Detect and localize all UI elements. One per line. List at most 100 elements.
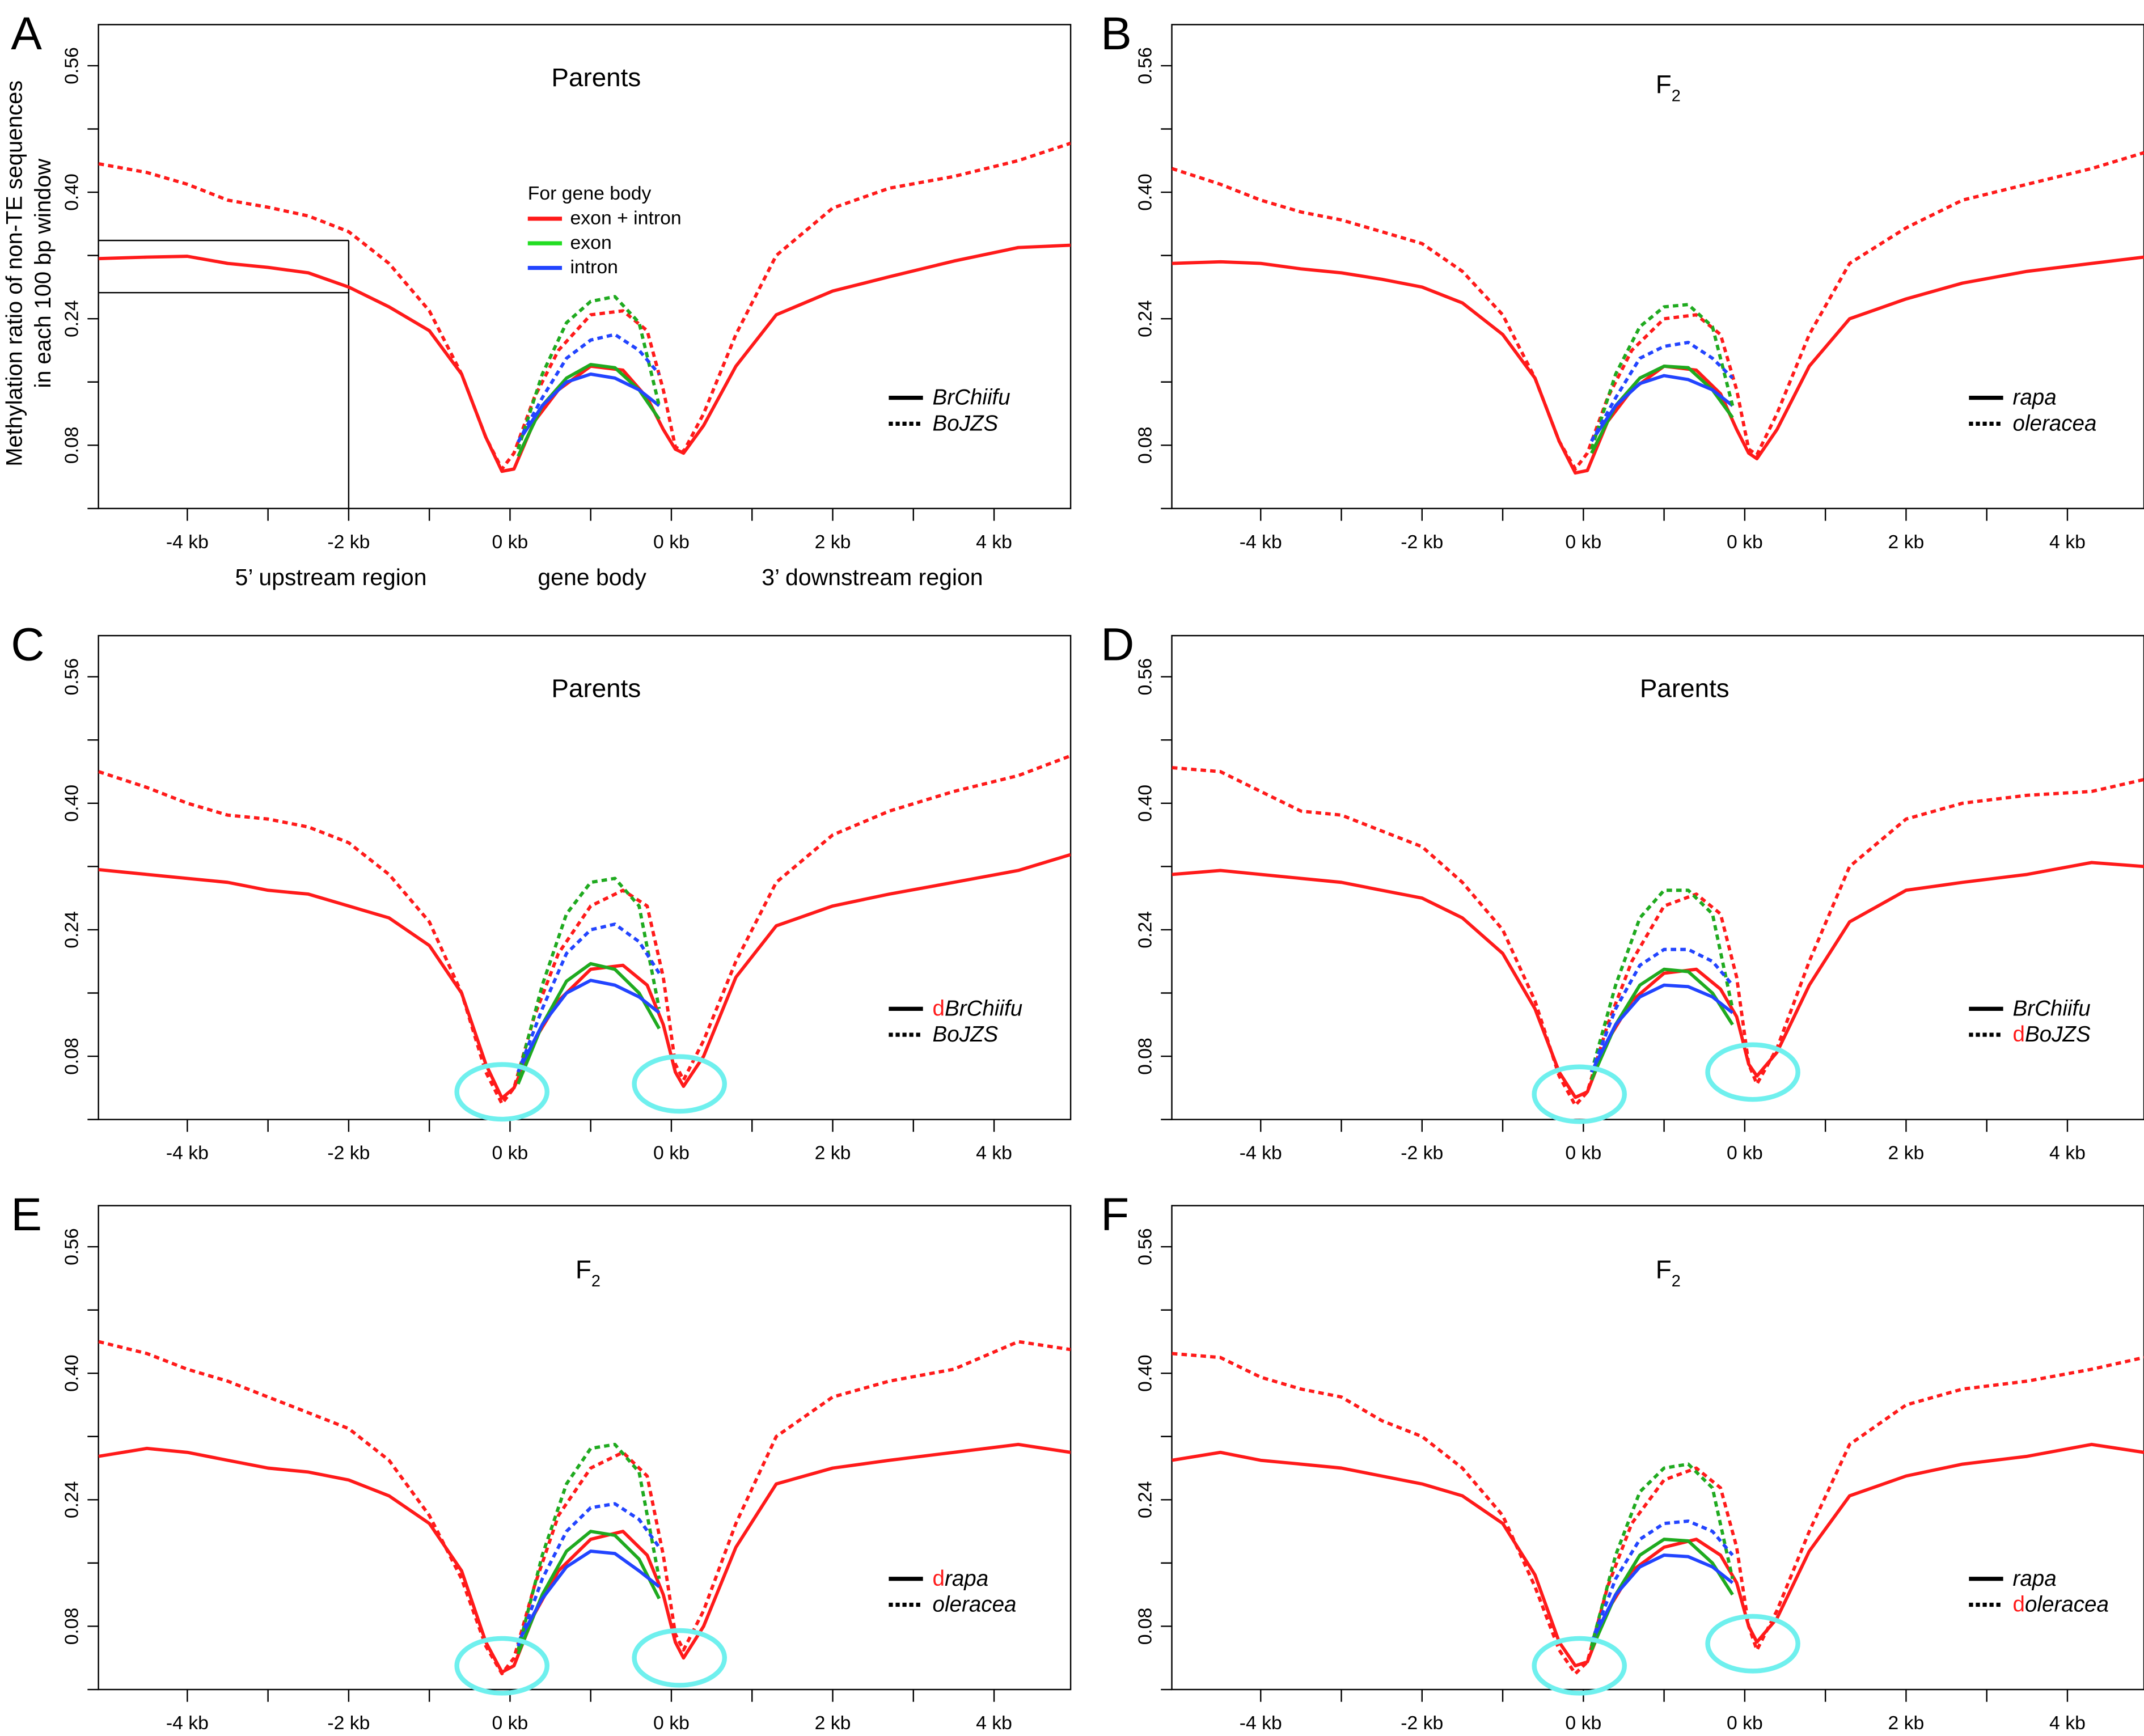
series-line-oleracea-exon-intron <box>1172 151 2144 471</box>
x-tick-label: 0 kb <box>492 1142 528 1164</box>
y-tick-label: 0.08 <box>61 1608 82 1645</box>
x-tick-label: 0 kb <box>492 531 528 553</box>
series-group <box>1172 1352 2144 1675</box>
x-tick-label: -4 kb <box>1240 531 1282 553</box>
x-tick-label: 0 kb <box>653 531 690 553</box>
legend-label: dBrChiifu <box>933 996 1023 1021</box>
region-label-upstream: 5’ upstream region <box>235 564 427 590</box>
y-tick-label: 0.24 <box>1134 911 1156 949</box>
y-tick-label: 0.40 <box>1134 173 1156 211</box>
series-line-dbojzs-intron <box>1589 947 1734 1073</box>
y-tick-label: 0.56 <box>1134 47 1156 84</box>
legend-label: doleracea <box>2013 1593 2109 1617</box>
legend-name: BrChiifu <box>945 996 1022 1021</box>
y-tick-label: 0.24 <box>1134 300 1156 337</box>
y-tick-label: 0.08 <box>61 426 82 464</box>
legend-name: BoJZS <box>933 411 999 435</box>
legend-name: rapa <box>945 1566 988 1591</box>
panel-letter: D <box>1101 619 1134 671</box>
panel-title: Parents <box>551 674 641 703</box>
series-line-oleracea-exon <box>516 1442 661 1651</box>
series-line-bojzs-intron <box>517 333 661 443</box>
x-tick-label: -2 kb <box>1401 1142 1443 1164</box>
y-tick-label: 0.24 <box>61 1481 82 1518</box>
series-group <box>98 754 1071 1106</box>
series-line-oleracea-exon <box>1589 303 1735 450</box>
series-line-oleracea-exon-intron <box>98 1340 1071 1675</box>
x-tick-label: 2 kb <box>1888 1142 1925 1164</box>
x-tick-label: 2 kb <box>815 1712 851 1734</box>
minimum-highlight-ellipse <box>1705 1614 1800 1674</box>
panel-title: F2 <box>576 1255 601 1290</box>
series-line-drapa-intron <box>517 1549 661 1643</box>
y-tick-label: 0.40 <box>61 1354 82 1392</box>
x-tick-label: -4 kb <box>1240 1142 1282 1164</box>
series-line-bojzs-exon-intron <box>98 141 1071 471</box>
legend-label: oleracea <box>2013 411 2097 435</box>
plot-frame <box>1171 24 2144 510</box>
series-line-doleracea-exon <box>1589 1462 1735 1647</box>
x-tick-label: -2 kb <box>1401 1712 1443 1734</box>
legend-label: BrChiifu <box>2013 996 2091 1021</box>
series-group <box>1172 766 2144 1107</box>
series-line-brchiifu-intron <box>517 372 661 443</box>
x-tick-label: 2 kb <box>815 531 851 553</box>
legend-label: rapa <box>2013 386 2057 410</box>
series-group <box>98 1340 1071 1675</box>
legend-name: BoJZS <box>2025 1022 2091 1047</box>
panel-B: B 0.08 0.24 0.40 0.56 -4 kb -2 kb 0 kb 0 kb 2 kb 4… <box>1101 8 2144 553</box>
x-tick-label: -4 kb <box>166 531 209 553</box>
panel-C: C 0.08 0.24 0.40 0.56 -4 kb -2 kb 0 kb 0 kb 2 kb 4… <box>11 619 1072 1164</box>
legend-name: BrChiifu <box>2013 996 2091 1021</box>
legend-name: rapa <box>2013 386 2057 410</box>
y-tick-label: 0.24 <box>61 300 82 337</box>
x-tick-label: 0 kb <box>1565 1142 1601 1164</box>
panel-letter: C <box>11 619 44 671</box>
x-tick-label: 2 kb <box>1888 531 1925 553</box>
series-line-oleracea-intron <box>516 1502 661 1647</box>
series-line-bojzs-exon <box>516 295 661 450</box>
minimum-highlight-ellipse <box>1532 1064 1627 1124</box>
panel-title: F2 <box>1656 1255 1681 1290</box>
panel-title-subscript: 2 <box>1672 87 1681 105</box>
x-tick-label: 4 kb <box>2049 531 2086 553</box>
x-tick-label: -2 kb <box>1401 531 1443 553</box>
series-line-dbrchiifu-exon-intron <box>98 853 1071 1100</box>
series-line-bojzs-intron <box>516 922 661 1073</box>
series-line-rapa-exon-intron <box>1172 1442 2144 1667</box>
series-line-brchiifu-exon-intron <box>98 243 1071 473</box>
series-line-dbojzs-exon-intron <box>1172 766 2144 1107</box>
minimum-highlight-ellipse <box>454 1062 550 1122</box>
x-tick-label: 0 kb <box>1727 1142 1763 1164</box>
legend-name: oleracea <box>933 1593 1017 1617</box>
x-tick-label: 4 kb <box>976 1142 1012 1164</box>
panel-F: F 0.08 0.24 0.40 0.56 -4 kb -2 kb 0 kb 0 kb 2 kb 4… <box>1101 1189 2144 1734</box>
minimum-highlight-ellipse <box>632 1054 727 1114</box>
legend-prefix: d <box>933 1566 945 1591</box>
panel-letter: F <box>1101 1189 1129 1240</box>
y-tick-label: 0.24 <box>61 911 82 949</box>
region-label-gene-body: gene body <box>538 564 646 590</box>
y-tick-label: 0.24 <box>1134 1481 1156 1518</box>
series-line-dbojzs-exon <box>1589 888 1735 1073</box>
y-tick-label: 0.56 <box>1134 658 1156 696</box>
panel-D: D 0.08 0.24 0.40 0.56 -4 kb -2 kb 0 kb 0 kb 2 kb 4… <box>1101 619 2144 1164</box>
minimum-highlight-ellipse <box>454 1636 550 1696</box>
legend-label-exon-intron: exon + intron <box>570 207 682 228</box>
y-tick-label: 0.56 <box>1134 1228 1156 1265</box>
plot-frame <box>98 24 1072 510</box>
series-group <box>98 141 1071 473</box>
series-line-bojzs-exon-intron <box>98 754 1071 1106</box>
legend-label: BoJZS <box>933 1022 999 1047</box>
series-line-oleracea-intron <box>1590 341 1734 442</box>
legend-label: drapa <box>933 1566 989 1591</box>
series-line-bojzs-exon <box>516 877 661 1077</box>
minimum-highlight-ellipse <box>632 1628 727 1688</box>
x-tick-label: 0 kb <box>653 1712 690 1734</box>
minimum-highlight-ellipse <box>1532 1636 1627 1696</box>
x-tick-label: 0 kb <box>1727 531 1763 553</box>
x-tick-label: 0 kb <box>1565 531 1601 553</box>
y-axis-title: Methylation ratio of non-TE sequences in… <box>2 81 56 467</box>
x-tick-label: -2 kb <box>327 1712 370 1734</box>
